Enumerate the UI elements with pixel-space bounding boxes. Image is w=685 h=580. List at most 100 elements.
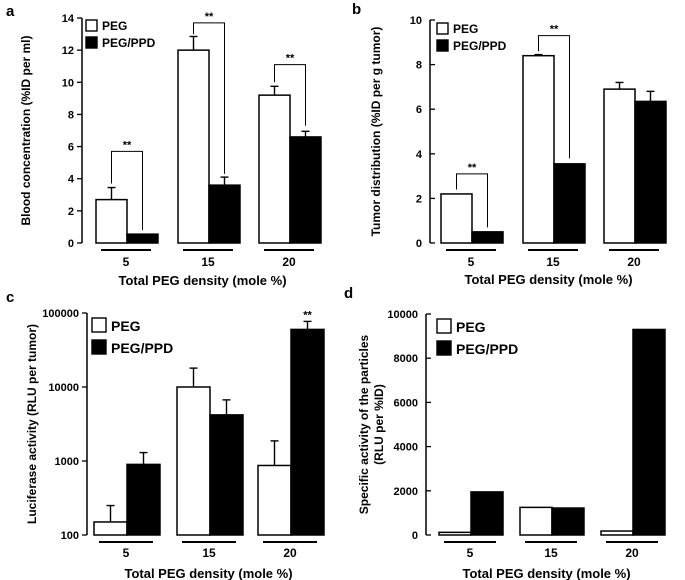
bar-peg-20 [600, 530, 634, 536]
significance-bracket [111, 150, 143, 231]
bar-pegppd-5 [471, 231, 504, 244]
y-tick-label: 8000 [394, 353, 418, 365]
significance-marker: ** [205, 11, 214, 23]
y-tick-label: 6 [416, 104, 422, 116]
bar-pegppd-15 [553, 163, 586, 244]
legend-swatch-peg [85, 19, 98, 32]
y-axis-label: Blood concentration (%ID per ml) [19, 35, 33, 225]
x-axis-label: Total PEG density (mole %) [462, 566, 630, 580]
x-tick-label: 20 [283, 546, 297, 560]
legend-swatch-pegppd [85, 36, 98, 49]
y-tick-label: 4 [68, 174, 75, 186]
legend-label-peg: PEG [453, 22, 478, 36]
y-tick-label: 2 [416, 193, 422, 205]
y-axis-label: Luciferase activity (RLU per tumor) [25, 324, 39, 524]
significance-marker: ** [468, 162, 477, 174]
legend-label-pegppd: PEG/PPD [102, 36, 156, 50]
y-axis-label: Specific activity of the particles [357, 334, 371, 514]
legend-swatch-pegppd [436, 39, 449, 52]
bar-pegppd-15 [208, 184, 241, 244]
legend-swatch-pegppd [436, 340, 452, 356]
x-tick-label: 5 [467, 546, 474, 560]
bar-pegppd-15 [551, 507, 585, 536]
x-tick-label: 5 [123, 546, 130, 560]
y-tick-label: 6 [68, 142, 74, 154]
bar-pegppd-20 [290, 328, 325, 536]
bar-peg-5 [440, 193, 473, 244]
bar-peg-5 [95, 198, 128, 244]
bar-peg-5 [438, 531, 472, 536]
y-tick-label: 8 [416, 60, 422, 72]
significance-marker: ** [286, 53, 295, 65]
legend-label-peg: PEG [102, 19, 127, 33]
y-tick-label: 10 [62, 77, 74, 89]
bar-peg-15 [177, 49, 210, 244]
bar-pegppd-20 [289, 136, 322, 244]
bar-peg-15 [519, 506, 553, 536]
y-tick-label: 10000 [387, 309, 418, 321]
y-tick-label: 100000 [42, 308, 79, 320]
significance-marker: ** [123, 139, 132, 151]
x-axis-label: Total PEG density (mole %) [464, 272, 632, 287]
x-tick-label: 20 [627, 255, 641, 269]
bar-pegppd-5 [470, 491, 504, 536]
y-tick-label: 0 [416, 238, 422, 250]
significance-marker: ** [550, 24, 559, 36]
bar-pegppd-5 [126, 233, 159, 244]
x-tick-label: 20 [625, 546, 639, 560]
panel-letter-c: c [6, 289, 14, 306]
legend-label-pegppd: PEG/PPD [456, 341, 518, 357]
bar-pegppd-20 [632, 328, 666, 536]
legend-swatch-peg [91, 317, 107, 333]
bar-peg-5 [93, 521, 128, 536]
y-axis-label: Tumor distribution (%ID per g tumor) [369, 27, 383, 237]
y-tick-label: 6000 [394, 397, 418, 409]
significance-bracket [538, 35, 570, 159]
y-tick-label: 1000 [55, 456, 79, 468]
bar-peg-20 [258, 94, 291, 244]
x-tick-label: 15 [544, 546, 558, 560]
y-tick-label: 14 [62, 13, 75, 25]
bar-peg-15 [522, 54, 555, 244]
legend-swatch-peg [436, 318, 452, 334]
x-tick-label: 5 [123, 255, 130, 269]
legend-label-peg: PEG [456, 319, 486, 335]
bar-pegppd-5 [126, 463, 161, 536]
y-tick-label: 4 [416, 149, 423, 161]
y-tick-label: 100 [61, 530, 79, 542]
x-axis-label: Total PEG density (mole %) [118, 273, 286, 288]
y-tick-label: 4000 [394, 442, 418, 454]
bar-pegppd-15 [209, 414, 244, 536]
x-tick-label: 5 [468, 255, 475, 269]
x-tick-label: 15 [202, 546, 216, 560]
y-tick-label: 10000 [48, 382, 79, 394]
bar-pegppd-20 [634, 100, 667, 244]
significance-bracket [274, 64, 306, 126]
bar-peg-20 [257, 464, 292, 536]
panel-letter-b: b [352, 1, 361, 18]
y-tick-label: 10 [410, 15, 422, 27]
x-tick-label: 15 [201, 255, 215, 269]
significance-bracket [456, 173, 488, 228]
y-axis-label: (RLU per %ID) [372, 384, 386, 465]
panel-letter-d: d [344, 285, 353, 302]
y-tick-label: 2000 [394, 486, 418, 498]
y-tick-label: 12 [62, 45, 74, 57]
bar-peg-15 [176, 386, 211, 536]
significance-bracket [193, 22, 225, 174]
legend-label-pegppd: PEG/PPD [111, 340, 173, 356]
bar-peg-20 [603, 88, 636, 244]
panel-letter-a: a [6, 3, 15, 20]
x-tick-label: 15 [546, 255, 560, 269]
significance-marker: ** [303, 309, 312, 321]
y-tick-label: 0 [412, 530, 418, 542]
y-tick-label: 8 [68, 109, 74, 121]
legend-swatch-peg [436, 22, 449, 35]
legend-label-peg: PEG [111, 318, 141, 334]
legend-swatch-pegppd [91, 339, 107, 355]
y-tick-label: 0 [68, 238, 74, 250]
legend-label-pegppd: PEG/PPD [453, 39, 507, 53]
y-tick-label: 2 [68, 206, 74, 218]
x-axis-label: Total PEG density (mole %) [124, 566, 292, 580]
